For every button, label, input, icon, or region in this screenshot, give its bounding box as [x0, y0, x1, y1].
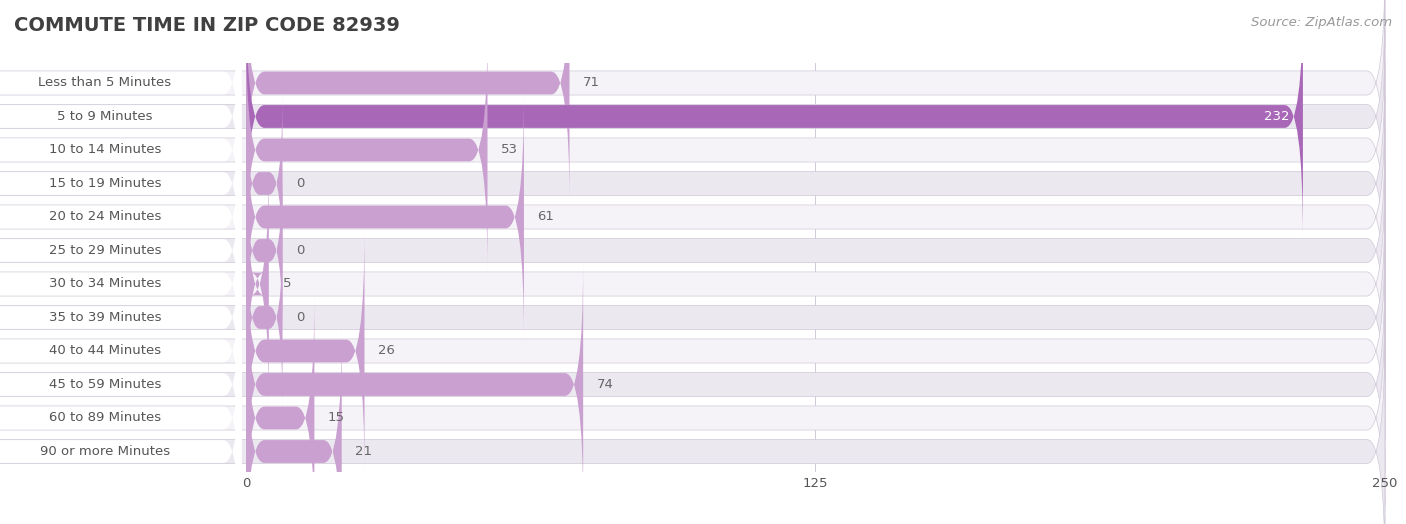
FancyBboxPatch shape	[0, 296, 242, 524]
Text: COMMUTE TIME IN ZIP CODE 82939: COMMUTE TIME IN ZIP CODE 82939	[14, 16, 399, 35]
Text: 53: 53	[501, 144, 519, 157]
Text: 5: 5	[283, 278, 291, 290]
Text: 5 to 9 Minutes: 5 to 9 Minutes	[58, 110, 153, 123]
FancyBboxPatch shape	[246, 262, 583, 507]
FancyBboxPatch shape	[0, 195, 242, 440]
FancyBboxPatch shape	[246, 0, 1303, 239]
FancyBboxPatch shape	[246, 94, 283, 272]
Text: 61: 61	[537, 211, 554, 224]
FancyBboxPatch shape	[246, 161, 269, 407]
FancyBboxPatch shape	[0, 0, 242, 205]
Text: 40 to 44 Minutes: 40 to 44 Minutes	[49, 344, 160, 357]
FancyBboxPatch shape	[246, 161, 283, 340]
Text: Less than 5 Minutes: Less than 5 Minutes	[38, 77, 172, 90]
Text: 0: 0	[297, 311, 305, 324]
Text: Source: ZipAtlas.com: Source: ZipAtlas.com	[1251, 16, 1392, 29]
FancyBboxPatch shape	[0, 162, 1385, 406]
FancyBboxPatch shape	[0, 0, 1385, 238]
FancyBboxPatch shape	[0, 27, 242, 272]
Text: 0: 0	[297, 244, 305, 257]
FancyBboxPatch shape	[246, 296, 315, 524]
FancyBboxPatch shape	[0, 95, 1385, 339]
Text: 71: 71	[583, 77, 600, 90]
FancyBboxPatch shape	[0, 0, 242, 239]
Text: 15: 15	[328, 411, 344, 424]
Text: 20 to 24 Minutes: 20 to 24 Minutes	[49, 211, 162, 224]
FancyBboxPatch shape	[246, 228, 283, 407]
FancyBboxPatch shape	[0, 61, 242, 306]
FancyBboxPatch shape	[246, 329, 342, 524]
FancyBboxPatch shape	[0, 296, 1385, 524]
FancyBboxPatch shape	[0, 330, 1385, 524]
Text: 232: 232	[1264, 110, 1289, 123]
Text: 90 or more Minutes: 90 or more Minutes	[39, 445, 170, 458]
Text: 74: 74	[596, 378, 613, 391]
FancyBboxPatch shape	[0, 262, 242, 507]
FancyBboxPatch shape	[246, 0, 569, 205]
FancyBboxPatch shape	[0, 195, 1385, 440]
FancyBboxPatch shape	[0, 128, 242, 373]
Text: 26: 26	[378, 344, 395, 357]
FancyBboxPatch shape	[246, 27, 488, 272]
FancyBboxPatch shape	[0, 263, 1385, 506]
FancyBboxPatch shape	[0, 161, 242, 407]
FancyBboxPatch shape	[246, 94, 524, 340]
FancyBboxPatch shape	[246, 228, 364, 474]
FancyBboxPatch shape	[0, 94, 242, 340]
Text: 0: 0	[297, 177, 305, 190]
Text: 25 to 29 Minutes: 25 to 29 Minutes	[49, 244, 162, 257]
Text: 21: 21	[356, 445, 373, 458]
Text: 45 to 59 Minutes: 45 to 59 Minutes	[49, 378, 162, 391]
FancyBboxPatch shape	[0, 0, 1385, 205]
FancyBboxPatch shape	[0, 128, 1385, 373]
FancyBboxPatch shape	[0, 228, 242, 474]
FancyBboxPatch shape	[0, 329, 242, 524]
FancyBboxPatch shape	[0, 28, 1385, 272]
Text: 15 to 19 Minutes: 15 to 19 Minutes	[49, 177, 162, 190]
Text: 60 to 89 Minutes: 60 to 89 Minutes	[49, 411, 160, 424]
Text: 30 to 34 Minutes: 30 to 34 Minutes	[49, 278, 162, 290]
FancyBboxPatch shape	[0, 61, 1385, 305]
Text: 10 to 14 Minutes: 10 to 14 Minutes	[49, 144, 162, 157]
FancyBboxPatch shape	[0, 229, 1385, 473]
Text: 35 to 39 Minutes: 35 to 39 Minutes	[49, 311, 162, 324]
